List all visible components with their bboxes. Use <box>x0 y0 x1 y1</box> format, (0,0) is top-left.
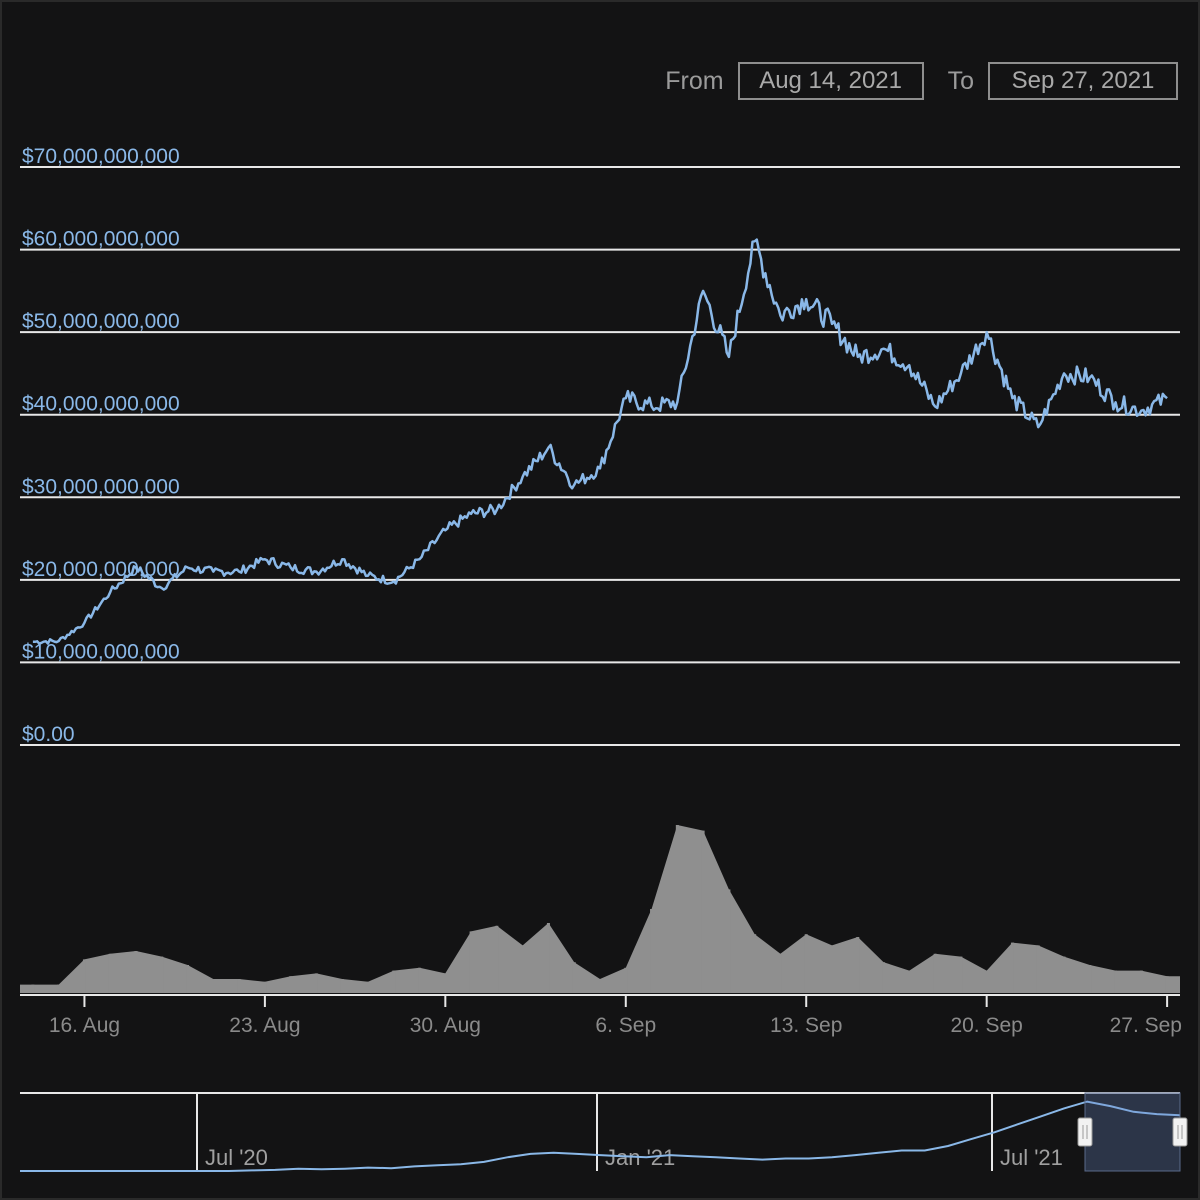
x-tick-label: 6. Sep <box>595 1014 656 1037</box>
navigator-series <box>20 1100 1181 1172</box>
volume-bar <box>1036 945 1040 993</box>
x-tick-label: 13. Sep <box>770 1014 842 1037</box>
navigator-selection[interactable] <box>1084 1092 1181 1172</box>
volume-bar <box>160 956 164 993</box>
volume-area <box>20 825 1180 993</box>
volume-bar <box>1088 965 1092 993</box>
volume-bar <box>1139 970 1143 993</box>
volume-bar <box>57 984 61 993</box>
x-tick-label: 27. Sep <box>1110 1014 1182 1037</box>
volume-bar <box>753 934 757 993</box>
navigator-label: Jul '21 <box>1000 1145 1063 1170</box>
volume-bar <box>1062 956 1066 993</box>
y-axis-label: $50,000,000,000 <box>22 310 180 333</box>
x-tick-label: 23. Aug <box>229 1014 300 1037</box>
volume-bar <box>134 951 138 993</box>
volume-bar <box>1165 976 1169 993</box>
volume-bar <box>340 979 344 993</box>
volume-bar <box>650 909 654 993</box>
volume-bar <box>727 889 731 993</box>
volume-bar <box>1114 970 1118 993</box>
y-axis-label: $0.00 <box>22 723 75 746</box>
volume-bar <box>598 979 602 993</box>
volume-bar <box>675 825 679 993</box>
volume-bar <box>985 970 989 993</box>
x-tick-label: 30. Aug <box>410 1014 481 1037</box>
volume-bar <box>82 959 86 993</box>
range-to-label: To <box>947 66 974 95</box>
volume-bar <box>701 830 705 993</box>
x-tick-label: 20. Sep <box>950 1014 1022 1037</box>
volume-bar <box>804 934 808 993</box>
volume-bar <box>108 953 112 993</box>
x-axis: 16. Aug 23. Aug 30. Aug 6. Sep 13. Sep 20. Se… <box>20 994 1182 1037</box>
handle-body <box>1172 1117 1188 1147</box>
volume-bar <box>418 967 422 993</box>
volume-bar <box>469 931 473 993</box>
volume-series <box>20 825 1180 993</box>
y-axis-label: $40,000,000,000 <box>22 393 180 416</box>
y-axis-label: $70,000,000,000 <box>22 145 180 168</box>
volume-bar <box>856 937 860 993</box>
y-axis-label: $10,000,000,000 <box>22 640 180 663</box>
volume-bar <box>31 984 35 993</box>
volume-bar <box>443 973 447 993</box>
y-axis-label: $20,000,000,000 <box>22 558 180 581</box>
navigator-handle-right[interactable] <box>1172 1117 1188 1147</box>
volume-bar <box>1010 942 1014 993</box>
volume-bar <box>314 973 318 993</box>
price-line <box>32 238 1168 645</box>
volume-bar <box>392 970 396 993</box>
volume-bar <box>830 945 834 993</box>
volume-bar <box>907 970 911 993</box>
volume-bar <box>289 976 293 993</box>
range-from-label: From <box>665 66 724 95</box>
range-selector: From Aug 14, 2021 To Sep 27, 2021 <box>651 62 1178 100</box>
volume-bar <box>778 953 782 993</box>
x-tick-label: 16. Aug <box>49 1014 120 1037</box>
range-to-input[interactable]: Sep 27, 2021 <box>988 62 1178 100</box>
y-axis-label: $60,000,000,000 <box>22 228 180 251</box>
handle-body <box>1077 1117 1093 1147</box>
volume-bar <box>521 945 525 993</box>
volume-bar <box>237 979 241 993</box>
volume-bar <box>959 956 963 993</box>
volume-bar <box>186 965 190 993</box>
volume-bar <box>495 925 499 993</box>
y-axis-label: $30,000,000,000 <box>22 475 180 498</box>
volume-bar <box>624 967 628 993</box>
navigator: Jul '20 Jan '21 Jul '21 <box>20 1092 1188 1172</box>
volume-bar <box>366 981 370 993</box>
navigator-handle-left[interactable] <box>1077 1117 1093 1147</box>
range-from-input[interactable]: Aug 14, 2021 <box>737 62 924 100</box>
volume-bar <box>572 962 576 993</box>
volume-bar <box>546 923 550 993</box>
price-series <box>32 238 1168 645</box>
volume-bar <box>933 953 937 993</box>
navigator-label: Jul '20 <box>205 1145 268 1170</box>
volume-bar <box>882 962 886 993</box>
volume-bar <box>211 979 215 993</box>
y-gridlines: $70,000,000,000 $60,000,000,000 $50,000,00… <box>20 145 1180 746</box>
volume-bar <box>263 981 267 993</box>
